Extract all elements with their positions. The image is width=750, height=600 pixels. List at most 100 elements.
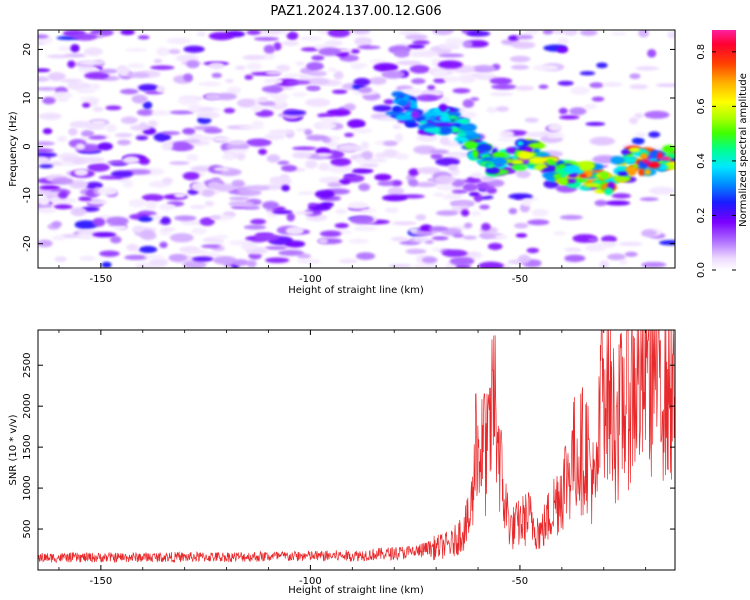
spectrogram-cell: [408, 227, 419, 233]
spectrogram-ridge-cell: [599, 171, 610, 180]
spectrogram-cell: [383, 99, 395, 105]
spectrogram-cell: [274, 96, 286, 106]
spectrogram-cell: [449, 256, 475, 266]
spectrogram-cell: [327, 30, 351, 38]
spectrogram-cell: [438, 53, 465, 58]
spectrogram-peak-cell: [641, 159, 650, 164]
spectrogram-cell: [475, 73, 498, 81]
spectrogram-cell: [527, 219, 550, 226]
spectrogram-cell: [610, 31, 627, 36]
spectrogram-cell: [334, 223, 349, 229]
spectrogram-cell: [242, 54, 266, 61]
spectrogram-ridge-cell: [610, 155, 625, 165]
spectrogram-cell: [333, 70, 344, 80]
spectrogram-cell: [531, 208, 549, 217]
spectrogram-cell: [495, 106, 509, 112]
spectrogram-cell: [524, 131, 551, 138]
spectrogram-x-axis-label: Height of straight line (km): [288, 285, 424, 296]
spectrogram-cell: [74, 168, 89, 177]
spectrogram-cell: [80, 60, 106, 66]
spectrogram-cell: [101, 261, 112, 268]
spectrogram-cell: [532, 64, 559, 72]
spectrogram-cell: [381, 194, 408, 202]
spectrogram-cell: [286, 31, 299, 41]
spectrogram-cell: [165, 37, 192, 45]
spectrogram-cell: [295, 61, 305, 66]
spectrogram-cell: [569, 107, 587, 116]
spectrogram-cell: [122, 156, 140, 164]
spectrogram-cell: [169, 233, 194, 243]
snr-plot-area: [38, 330, 675, 570]
spectrogram-cell: [162, 177, 173, 185]
spectrogram-ridge-cell: [553, 173, 562, 179]
spectrogram-cell: [497, 137, 515, 142]
spectrogram-cell: [564, 254, 586, 262]
spectrogram-cell: [372, 104, 393, 112]
spectrogram-cell: [638, 30, 650, 38]
spectrogram-cell: [641, 229, 658, 238]
spectrogram-cell: [186, 154, 199, 162]
spectrogram-cell: [495, 234, 508, 240]
spectrogram-cell: [183, 260, 207, 268]
spectrogram-cell: [277, 160, 290, 165]
spectrogram-cell: [296, 258, 321, 265]
spectrogram-cell: [351, 168, 374, 174]
spectrogram-cell: [284, 80, 311, 85]
spectrogram-cell: [201, 189, 215, 197]
spectrogram-cell: [462, 40, 473, 49]
spectrogram-cell: [629, 73, 641, 80]
spectrogram-ridge-cell: [429, 109, 441, 114]
spectrogram-cell: [624, 251, 638, 257]
spectrogram-cell: [122, 180, 134, 188]
spectrogram-cell: [204, 93, 221, 101]
spectrogram-x-tick-label: -50: [512, 274, 528, 285]
spectrogram-cell: [553, 231, 567, 236]
spectrogram-cell: [644, 110, 670, 119]
spectrogram-cell: [481, 175, 495, 182]
spectrogram-cell: [358, 183, 371, 192]
spectrogram-ridge-cell: [617, 170, 629, 177]
spectrogram-cell: [262, 201, 280, 210]
spectrogram-cell: [138, 83, 159, 92]
spectrogram-cell: [150, 65, 175, 70]
spectrogram-cell: [431, 247, 442, 252]
spectrogram-cell: [214, 92, 237, 101]
spectrogram-ridge-cell: [456, 132, 467, 137]
spectrogram-cell: [38, 196, 50, 206]
spectrogram-cell: [352, 127, 373, 134]
spectrogram-cell: [318, 237, 329, 245]
spectrogram-cell: [201, 244, 221, 249]
spectrogram-cell: [212, 177, 221, 182]
spectrogram-ridge-cell: [620, 149, 632, 155]
spectrogram-cell: [331, 89, 348, 94]
spectrogram-cell: [135, 135, 148, 140]
spectrogram-cell: [246, 62, 263, 71]
spectrogram-cell: [353, 226, 378, 232]
spectrogram-cell: [510, 64, 530, 70]
spectrogram-ridge-cell: [430, 115, 437, 123]
spectrogram-cell: [667, 30, 675, 39]
spectrogram-cell: [120, 30, 135, 36]
spectrogram-cell: [228, 200, 255, 207]
spectrogram-cell: [38, 239, 53, 248]
spectrogram-cell: [300, 47, 319, 52]
colorbar-tick-label: 0.8: [696, 44, 707, 60]
spectrogram-cell: [428, 226, 448, 232]
spectrogram-ridge-cell: [650, 150, 658, 159]
spectrogram-cell: [211, 72, 223, 78]
spectrogram-cell: [570, 86, 590, 96]
spectrogram-cell: [306, 85, 321, 90]
spectrogram-cell: [369, 59, 386, 64]
spectrogram-cell: [156, 46, 170, 56]
spectrogram-cell: [382, 148, 398, 158]
spectrogram-cell: [50, 197, 77, 204]
spectrogram-cell: [254, 233, 280, 242]
spectrogram-cell: [441, 249, 468, 258]
spectrogram-ridge-cell: [625, 166, 637, 173]
spectrogram-cell: [384, 207, 400, 214]
spectrogram-cell: [462, 235, 477, 240]
spectrogram-cell: [516, 170, 531, 179]
spectrogram-y-tick-label: -10: [22, 187, 33, 203]
spectrogram-cell: [499, 130, 515, 139]
spectrogram-cell: [487, 179, 505, 187]
